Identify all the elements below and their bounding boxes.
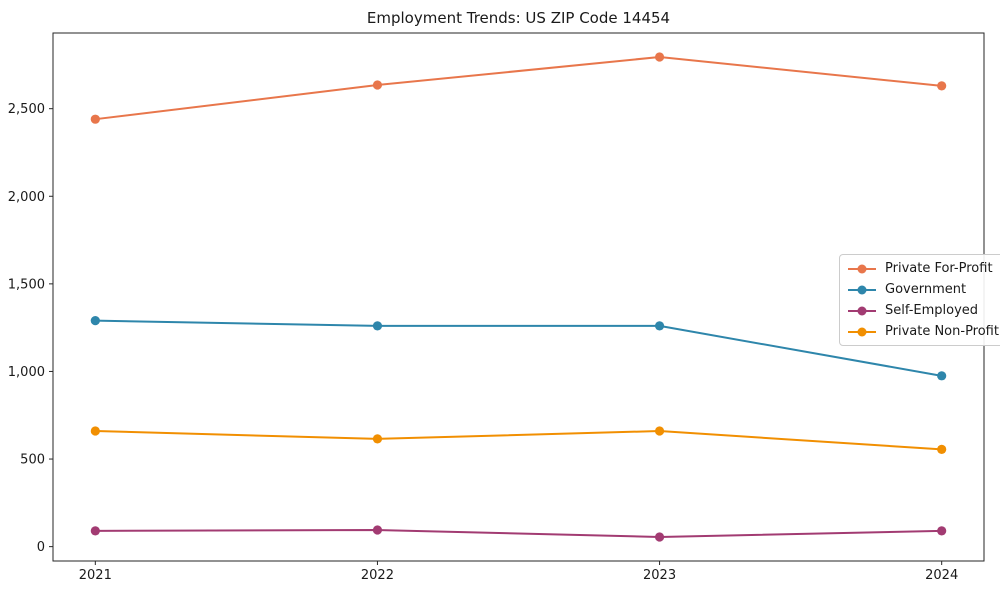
y-tick-label: 1,000 (8, 365, 45, 380)
series-line (94, 56, 943, 121)
data-point-marker (937, 444, 947, 455)
data-point-marker (654, 532, 665, 542)
legend-item: Private Non-Profit (847, 321, 999, 342)
x-tick-label: 2022 (361, 568, 394, 583)
y-tick-label: 0 (37, 540, 45, 555)
legend-swatch (848, 327, 876, 336)
chart-title: Employment Trends: US ZIP Code 14454 (366, 9, 671, 27)
data-point-marker (372, 80, 383, 90)
data-point-marker (654, 426, 665, 436)
data-point-marker (372, 525, 383, 535)
legend-marker (857, 264, 867, 273)
data-point-marker (654, 52, 665, 62)
x-tick-label: 2023 (643, 568, 676, 583)
data-point-marker (372, 434, 383, 444)
series-line (94, 319, 943, 377)
data-point-marker (90, 316, 100, 326)
data-point-marker (937, 526, 947, 536)
legend-marker (857, 306, 867, 315)
series-line (94, 430, 943, 451)
data-point-marker (90, 426, 100, 436)
legend-item: Self-Employed (847, 300, 999, 321)
x-tick-label: 2024 (925, 568, 958, 583)
legend-swatch (848, 264, 876, 273)
legend-item: Private For-Profit (847, 258, 999, 279)
legend-swatch (848, 306, 876, 315)
series-line (94, 528, 943, 538)
y-tick-label: 500 (20, 453, 45, 468)
y-tick-label: 1,500 (8, 277, 45, 292)
data-point-marker (937, 81, 947, 91)
data-point-marker (654, 321, 665, 331)
y-tick-label: 2,000 (8, 190, 45, 205)
legend-marker (857, 285, 867, 294)
data-point-marker (90, 526, 100, 536)
x-tick-label: 2021 (79, 568, 112, 583)
chart-legend: Private For-Profit Government Self-Employe… (839, 254, 1000, 346)
data-point-marker (372, 321, 383, 331)
data-point-marker (90, 114, 100, 124)
data-point-marker (937, 371, 947, 381)
legend-item: Government (847, 279, 999, 300)
legend-label: Private For-Profit (885, 261, 993, 276)
legend-label: Government (885, 282, 967, 297)
legend-marker (857, 327, 867, 336)
legend-swatch (848, 285, 876, 294)
legend-label: Self-Employed (885, 303, 979, 318)
legend-label: Private Non-Profit (885, 324, 999, 339)
y-tick-label: 2,500 (8, 102, 45, 117)
